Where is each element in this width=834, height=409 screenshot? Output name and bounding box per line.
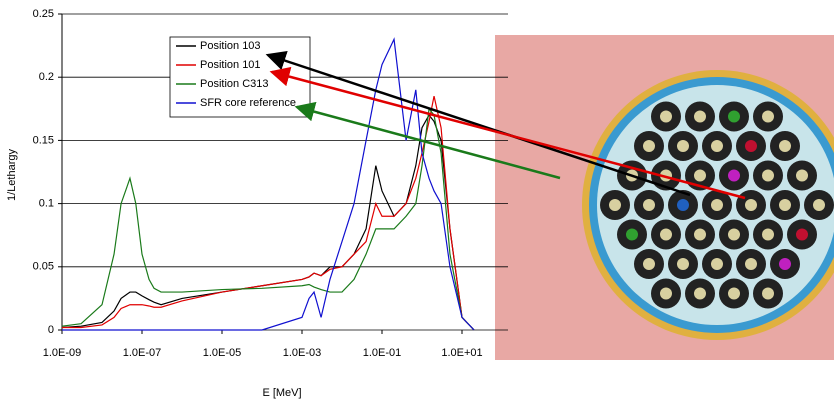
fuel-pin-center	[762, 288, 774, 300]
fuel-pin-center	[779, 140, 791, 152]
x-tick-label: 1.0E-01	[363, 347, 402, 359]
fuel-pin-center	[626, 229, 638, 241]
fuel-pin-center	[660, 111, 672, 123]
y-tick-label: 0.15	[33, 134, 54, 146]
fuel-pin-center	[762, 111, 774, 123]
fuel-pin-center	[745, 258, 757, 270]
legend-label: Position 103	[200, 40, 261, 52]
fuel-pin-center	[745, 199, 757, 211]
fuel-pin-center	[677, 199, 689, 211]
fuel-pin-center	[762, 229, 774, 241]
y-tick-label: 0.2	[39, 71, 54, 83]
fuel-pin-center	[694, 288, 706, 300]
legend-label: Position 101	[200, 59, 261, 71]
fuel-pin-center	[728, 170, 740, 182]
fuel-pin-center	[813, 199, 825, 211]
page: {"chart_data": {"type": "line", "x_label…	[0, 0, 834, 409]
fuel-pin-center	[779, 258, 791, 270]
fuel-pin-center	[660, 229, 672, 241]
y-axis-label: 1/Lethargy	[6, 149, 18, 201]
fuel-pin-center	[728, 288, 740, 300]
fuel-pin-center	[694, 111, 706, 123]
legend-label: Position C313	[200, 78, 269, 90]
x-tick-label: 1.0E-05	[203, 347, 242, 359]
fuel-pin-center	[694, 229, 706, 241]
fuel-pin-center	[677, 140, 689, 152]
fuel-pin-center	[762, 170, 774, 182]
fuel-pin-center	[745, 140, 757, 152]
fuel-pin-center	[796, 170, 808, 182]
y-tick-label: 0.25	[33, 8, 54, 20]
fuel-pin-center	[677, 258, 689, 270]
fuel-pin-center	[643, 199, 655, 211]
x-tick-label: 1.0E-07	[123, 347, 162, 359]
fuel-pin-center	[728, 111, 740, 123]
x-axis-label: E [MeV]	[262, 387, 301, 399]
series-line	[62, 115, 474, 330]
fuel-pin-center	[711, 140, 723, 152]
fuel-pin-center	[660, 288, 672, 300]
x-tick-label: 1.0E-03	[283, 347, 322, 359]
y-tick-label: 0	[48, 324, 54, 336]
fuel-pin-center	[694, 170, 706, 182]
fuel-pin-center	[711, 199, 723, 211]
fuel-pin-center	[728, 229, 740, 241]
fuel-pin-center	[643, 258, 655, 270]
fuel-pin-center	[711, 258, 723, 270]
x-tick-label: 1.0E-09	[43, 347, 82, 359]
core-map-image	[495, 35, 834, 360]
series-line	[62, 96, 474, 330]
y-tick-label: 0.1	[39, 198, 54, 210]
fuel-pin-center	[609, 199, 621, 211]
fuel-pin-center	[779, 199, 791, 211]
x-tick-label: 1.0E+01	[441, 347, 482, 359]
fuel-pin-center	[643, 140, 655, 152]
legend-label: SFR core reference	[200, 97, 296, 109]
y-tick-label: 0.05	[33, 261, 54, 273]
chart: E [MeV] 1/Lethargy 0 0.05 0.1 0.15 0.2 0.25 1.…	[0, 0, 834, 404]
fuel-pin-center	[796, 229, 808, 241]
